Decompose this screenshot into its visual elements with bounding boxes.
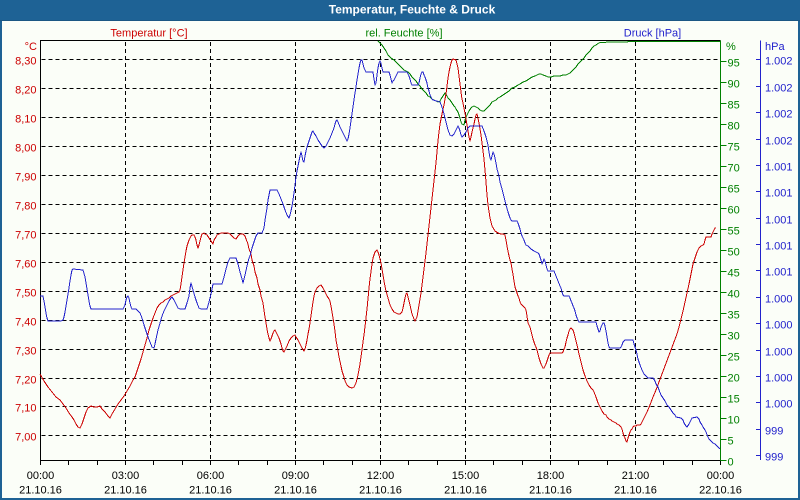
svg-text:22.10.16: 22.10.16	[699, 485, 742, 497]
svg-text:21.10.16: 21.10.16	[189, 485, 232, 497]
svg-text:70: 70	[728, 163, 740, 175]
svg-text:1.002: 1.002	[765, 109, 793, 121]
svg-text:90: 90	[728, 79, 740, 91]
svg-text:09:00: 09:00	[282, 470, 310, 482]
svg-text:7,60: 7,60	[15, 259, 36, 271]
svg-text:00:00: 00:00	[707, 470, 735, 482]
svg-text:8,00: 8,00	[15, 143, 36, 155]
svg-text:1.001: 1.001	[765, 162, 793, 174]
svg-text:21.10.16: 21.10.16	[19, 485, 62, 497]
svg-text:7,10: 7,10	[15, 403, 36, 415]
svg-text:1.000: 1.000	[765, 294, 793, 306]
svg-text:21.10.16: 21.10.16	[104, 485, 147, 497]
svg-text:1.000: 1.000	[765, 373, 793, 385]
svg-text:50: 50	[728, 247, 740, 259]
svg-text:20: 20	[728, 373, 740, 385]
svg-text:95: 95	[728, 58, 740, 70]
svg-text:75: 75	[728, 142, 740, 154]
svg-text:03:00: 03:00	[112, 470, 140, 482]
svg-text:7,40: 7,40	[15, 317, 36, 329]
svg-text:%: %	[726, 41, 736, 53]
svg-text:1.001: 1.001	[765, 188, 793, 200]
svg-text:1.001: 1.001	[765, 241, 793, 253]
svg-text:55: 55	[728, 226, 740, 238]
svg-text:999: 999	[765, 452, 783, 464]
svg-text:21:00: 21:00	[622, 470, 650, 482]
svg-text:21.10.16: 21.10.16	[529, 485, 572, 497]
svg-text:°C: °C	[25, 41, 37, 53]
svg-text:8,30: 8,30	[15, 56, 36, 68]
svg-text:65: 65	[728, 184, 740, 196]
svg-text:85: 85	[728, 100, 740, 112]
svg-text:40: 40	[728, 289, 740, 301]
svg-text:30: 30	[728, 331, 740, 343]
svg-text:1.000: 1.000	[765, 347, 793, 359]
svg-text:21.10.16: 21.10.16	[274, 485, 317, 497]
svg-text:60: 60	[728, 205, 740, 217]
svg-text:Temperatur [°C]: Temperatur [°C]	[110, 28, 187, 40]
svg-text:8,10: 8,10	[15, 114, 36, 126]
svg-text:1.002: 1.002	[765, 83, 793, 95]
svg-text:1.001: 1.001	[765, 267, 793, 279]
svg-text:21.10.16: 21.10.16	[444, 485, 487, 497]
svg-text:45: 45	[728, 268, 740, 280]
svg-text:21.10.16: 21.10.16	[614, 485, 657, 497]
svg-text:1.000: 1.000	[765, 320, 793, 332]
svg-text:0: 0	[728, 457, 734, 469]
svg-text:rel. Feuchte [%]: rel. Feuchte [%]	[365, 28, 442, 40]
svg-text:15: 15	[728, 394, 740, 406]
svg-text:7,00: 7,00	[15, 432, 36, 444]
svg-text:7,20: 7,20	[15, 375, 36, 387]
svg-text:5: 5	[728, 436, 734, 448]
svg-text:21.10.16: 21.10.16	[359, 485, 402, 497]
svg-text:Druck [hPa]: Druck [hPa]	[624, 28, 681, 40]
svg-text:06:00: 06:00	[197, 470, 225, 482]
svg-text:18:00: 18:00	[537, 470, 565, 482]
svg-text:1.002: 1.002	[765, 56, 793, 68]
svg-text:12:00: 12:00	[367, 470, 395, 482]
svg-text:10: 10	[728, 415, 740, 427]
svg-text:15:00: 15:00	[452, 470, 480, 482]
svg-text:hPa: hPa	[765, 41, 785, 53]
svg-text:Temperatur, Feuchte & Druck: Temperatur, Feuchte & Druck	[329, 3, 496, 17]
svg-text:7,50: 7,50	[15, 288, 36, 300]
svg-text:7,70: 7,70	[15, 230, 36, 242]
svg-text:00:00: 00:00	[27, 470, 55, 482]
svg-text:7,30: 7,30	[15, 346, 36, 358]
svg-text:999: 999	[765, 426, 783, 438]
svg-text:80: 80	[728, 121, 740, 133]
svg-text:7,80: 7,80	[15, 201, 36, 213]
svg-text:7,90: 7,90	[15, 172, 36, 184]
svg-text:1.002: 1.002	[765, 136, 793, 148]
svg-text:8,20: 8,20	[15, 85, 36, 97]
svg-text:1.001: 1.001	[765, 215, 793, 227]
svg-text:25: 25	[728, 352, 740, 364]
svg-text:35: 35	[728, 310, 740, 322]
svg-text:1.000: 1.000	[765, 399, 793, 411]
